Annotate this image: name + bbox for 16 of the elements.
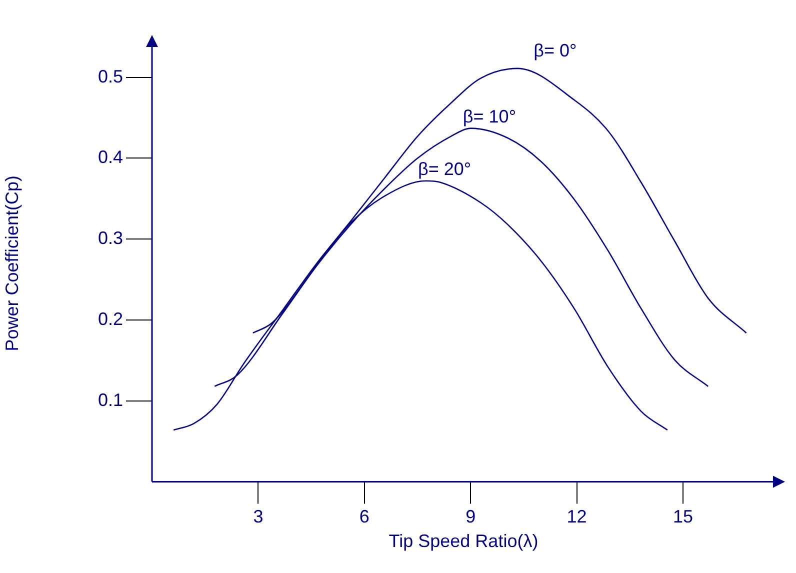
x-tick-label: 6 [359,506,370,527]
y-tick-label: 0.4 [98,147,123,168]
x-tick-label: 3 [253,506,264,527]
x-tick-label: 15 [672,506,693,527]
series-label: β= 10° [462,106,516,126]
x-axis-title: Tip Speed Ratio(λ) [388,531,538,552]
y-tick-label: 0.1 [98,390,123,410]
series-label: β= 0° [534,40,577,60]
y-tick-label: 0.3 [98,228,123,248]
series-label: β= 20° [418,158,472,179]
y-tick-label: 0.5 [98,66,123,86]
y-tick-label: 0.2 [98,308,123,329]
y-axis-title: Power Coefficient(Cp) [2,176,22,352]
x-tick-label: 9 [466,506,476,527]
line-series [172,68,747,431]
x-tick-label: 12 [566,506,587,527]
